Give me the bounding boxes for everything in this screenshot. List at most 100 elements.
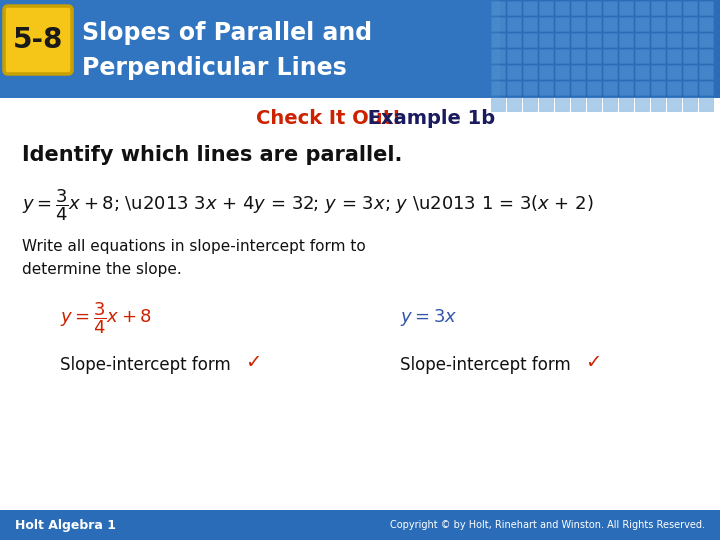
FancyBboxPatch shape <box>507 33 521 47</box>
FancyBboxPatch shape <box>587 33 601 47</box>
FancyBboxPatch shape <box>523 33 537 47</box>
FancyBboxPatch shape <box>539 65 553 79</box>
FancyBboxPatch shape <box>507 49 521 63</box>
FancyBboxPatch shape <box>667 33 681 47</box>
Text: Copyright © by Holt, Rinehart and Winston. All Rights Reserved.: Copyright © by Holt, Rinehart and Winsto… <box>390 520 705 530</box>
FancyBboxPatch shape <box>587 81 601 95</box>
FancyBboxPatch shape <box>667 81 681 95</box>
FancyBboxPatch shape <box>635 49 649 63</box>
FancyBboxPatch shape <box>651 1 665 15</box>
FancyBboxPatch shape <box>635 81 649 95</box>
FancyBboxPatch shape <box>507 65 521 79</box>
Text: Perpendicular Lines: Perpendicular Lines <box>82 56 347 80</box>
FancyBboxPatch shape <box>683 49 697 63</box>
Text: ✓: ✓ <box>245 354 261 373</box>
FancyBboxPatch shape <box>491 65 505 79</box>
FancyBboxPatch shape <box>555 97 569 111</box>
FancyBboxPatch shape <box>523 49 537 63</box>
FancyBboxPatch shape <box>699 81 713 95</box>
FancyBboxPatch shape <box>683 97 697 111</box>
FancyBboxPatch shape <box>651 97 665 111</box>
FancyBboxPatch shape <box>0 0 720 98</box>
FancyBboxPatch shape <box>523 65 537 79</box>
FancyBboxPatch shape <box>0 510 720 540</box>
FancyBboxPatch shape <box>699 17 713 31</box>
FancyBboxPatch shape <box>507 97 521 111</box>
FancyBboxPatch shape <box>699 49 713 63</box>
FancyBboxPatch shape <box>603 97 617 111</box>
FancyBboxPatch shape <box>651 33 665 47</box>
FancyBboxPatch shape <box>603 49 617 63</box>
FancyBboxPatch shape <box>587 49 601 63</box>
FancyBboxPatch shape <box>619 33 633 47</box>
FancyBboxPatch shape <box>635 33 649 47</box>
FancyBboxPatch shape <box>4 6 72 74</box>
FancyBboxPatch shape <box>683 81 697 95</box>
FancyBboxPatch shape <box>667 1 681 15</box>
FancyBboxPatch shape <box>619 17 633 31</box>
FancyBboxPatch shape <box>619 1 633 15</box>
FancyBboxPatch shape <box>555 65 569 79</box>
FancyBboxPatch shape <box>651 49 665 63</box>
FancyBboxPatch shape <box>603 81 617 95</box>
FancyBboxPatch shape <box>683 17 697 31</box>
FancyBboxPatch shape <box>571 97 585 111</box>
Text: $y = \dfrac{3}{4}x + 8$: $y = \dfrac{3}{4}x + 8$ <box>60 300 152 336</box>
FancyBboxPatch shape <box>523 17 537 31</box>
FancyBboxPatch shape <box>635 1 649 15</box>
FancyBboxPatch shape <box>699 1 713 15</box>
Text: $y = \dfrac{3}{4}x + 8$; \u2013 3$x$ + 4$y$ = 32; $y$ = 3$x$; $y$ \u2013 1 = 3($: $y = \dfrac{3}{4}x + 8$; \u2013 3$x$ + 4… <box>22 187 594 223</box>
FancyBboxPatch shape <box>619 97 633 111</box>
FancyBboxPatch shape <box>539 49 553 63</box>
FancyBboxPatch shape <box>587 1 601 15</box>
FancyBboxPatch shape <box>491 17 505 31</box>
FancyBboxPatch shape <box>507 81 521 95</box>
FancyBboxPatch shape <box>491 33 505 47</box>
FancyBboxPatch shape <box>619 81 633 95</box>
FancyBboxPatch shape <box>635 97 649 111</box>
FancyBboxPatch shape <box>683 1 697 15</box>
FancyBboxPatch shape <box>651 65 665 79</box>
FancyBboxPatch shape <box>635 17 649 31</box>
FancyBboxPatch shape <box>587 65 601 79</box>
FancyBboxPatch shape <box>571 17 585 31</box>
FancyBboxPatch shape <box>699 33 713 47</box>
FancyBboxPatch shape <box>539 81 553 95</box>
FancyBboxPatch shape <box>523 81 537 95</box>
FancyBboxPatch shape <box>571 49 585 63</box>
Text: Write all equations in slope-intercept form to
determine the slope.: Write all equations in slope-intercept f… <box>22 239 366 277</box>
Text: Check It Out!: Check It Out! <box>256 109 401 127</box>
Text: $y = 3x$: $y = 3x$ <box>400 307 457 328</box>
FancyBboxPatch shape <box>603 33 617 47</box>
FancyBboxPatch shape <box>651 81 665 95</box>
Text: Example 1b: Example 1b <box>361 109 495 127</box>
FancyBboxPatch shape <box>571 1 585 15</box>
Text: Slope-intercept form: Slope-intercept form <box>400 356 571 374</box>
FancyBboxPatch shape <box>555 17 569 31</box>
FancyBboxPatch shape <box>587 17 601 31</box>
FancyBboxPatch shape <box>619 65 633 79</box>
FancyBboxPatch shape <box>523 1 537 15</box>
FancyBboxPatch shape <box>539 33 553 47</box>
FancyBboxPatch shape <box>571 81 585 95</box>
FancyBboxPatch shape <box>667 17 681 31</box>
Text: Slope-intercept form: Slope-intercept form <box>60 356 230 374</box>
FancyBboxPatch shape <box>667 65 681 79</box>
FancyBboxPatch shape <box>491 49 505 63</box>
FancyBboxPatch shape <box>523 97 537 111</box>
FancyBboxPatch shape <box>699 65 713 79</box>
FancyBboxPatch shape <box>603 17 617 31</box>
Text: Holt Algebra 1: Holt Algebra 1 <box>15 518 116 531</box>
Text: Identify which lines are parallel.: Identify which lines are parallel. <box>22 145 402 165</box>
FancyBboxPatch shape <box>539 17 553 31</box>
FancyBboxPatch shape <box>571 33 585 47</box>
FancyBboxPatch shape <box>667 49 681 63</box>
FancyBboxPatch shape <box>539 97 553 111</box>
FancyBboxPatch shape <box>491 1 505 15</box>
Text: ✓: ✓ <box>585 354 601 373</box>
FancyBboxPatch shape <box>0 0 500 98</box>
FancyBboxPatch shape <box>683 65 697 79</box>
FancyBboxPatch shape <box>555 1 569 15</box>
FancyBboxPatch shape <box>507 1 521 15</box>
FancyBboxPatch shape <box>699 97 713 111</box>
